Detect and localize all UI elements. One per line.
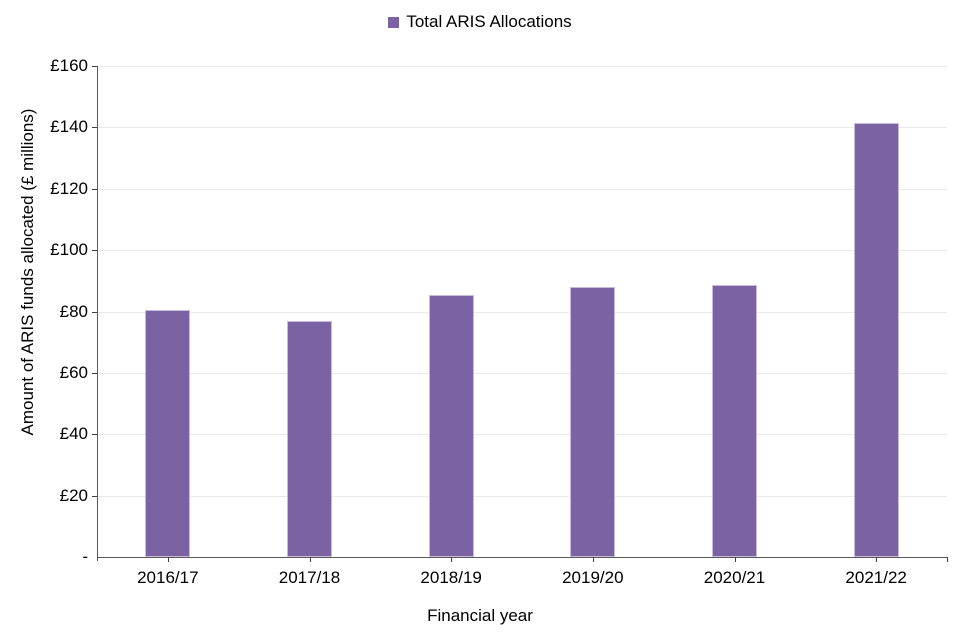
y-tick-label: - [82,547,88,566]
y-tick-label: £120 [50,178,88,198]
y-tick [92,188,97,190]
y-tick [92,250,97,252]
x-axis-end-tick [947,557,948,562]
y-axis-title: Amount of ARIS funds allocated (£ millio… [18,108,37,436]
y-tick [92,127,97,129]
x-tick [451,557,453,562]
y-tick-label: £60 [59,362,88,382]
x-axis-title: Financial year [427,606,533,625]
gridline [97,372,947,374]
gridline [97,434,947,436]
bar-2018-19 [428,294,474,557]
y-tick [92,434,97,436]
y-tick-label: £40 [59,424,88,444]
gridline [97,250,947,252]
gridline [97,188,947,190]
y-tick [92,495,97,497]
x-tick-label: 2018/19 [420,568,482,587]
y-tick-label: £80 [59,301,88,321]
x-tick [167,557,169,562]
x-tick-label: 2017/18 [278,568,341,587]
x-axis-line [97,557,948,558]
y-tick [92,372,97,374]
gridline [97,127,947,129]
gridline [97,311,947,313]
y-tick-label: £100 [50,240,88,260]
gridline [97,495,947,497]
x-tick-label: 2016/17 [137,568,199,587]
legend-marker-icon [388,16,400,28]
x-tick [734,557,736,562]
bar-2019-20 [570,286,616,557]
x-tick [876,557,878,562]
legend: Total ARIS Allocations [0,12,960,32]
y-tick [92,66,97,67]
legend-label: Total ARIS Allocations [406,12,572,31]
y-axis-line [97,66,98,561]
x-tick-label: 2019/20 [562,568,624,587]
bar-2020-21 [712,284,757,557]
x-tick-label: 2020/21 [703,568,766,587]
x-tick-label: 2021/22 [845,568,907,587]
y-tick-label: £140 [50,117,88,137]
y-tick-label: £20 [59,485,88,505]
gridline [97,66,947,67]
y-tick-label: £160 [50,56,88,75]
x-tick [592,557,594,562]
bar-2017-18 [287,321,332,557]
bar-2021-22 [853,122,899,557]
x-tick [309,557,311,562]
y-tick [92,311,97,313]
bar-2016-17 [145,309,191,557]
